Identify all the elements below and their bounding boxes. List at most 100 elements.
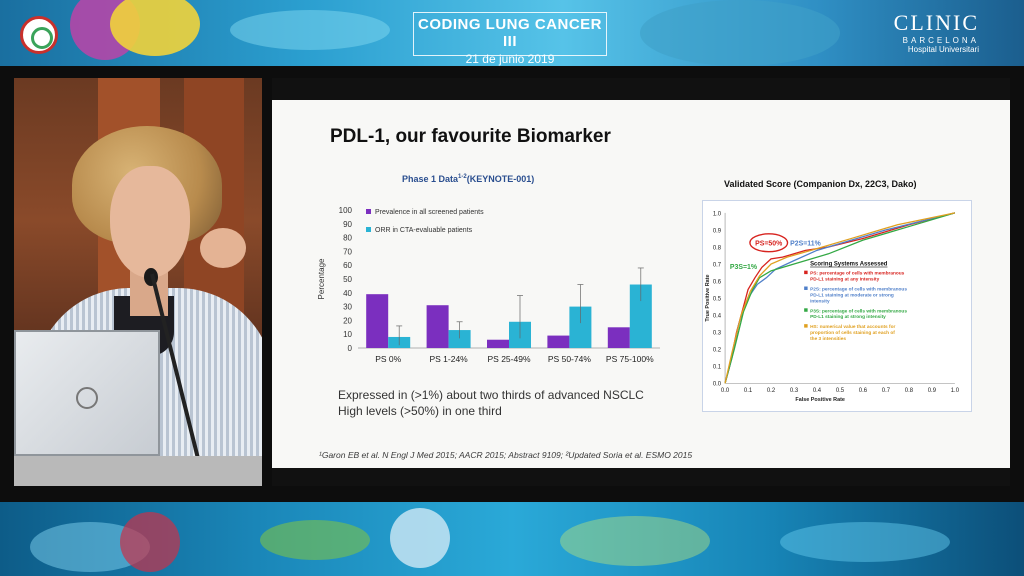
x-tick-label: PS 0% bbox=[375, 354, 401, 364]
bar bbox=[487, 339, 509, 348]
slide-references: ¹Garon EB et al. N Engl J Med 2015; AACR… bbox=[319, 450, 693, 460]
x-tick-label: PS 50-74% bbox=[548, 354, 591, 364]
event-logo bbox=[20, 16, 58, 54]
y-tick-label: 50 bbox=[343, 275, 352, 284]
y-tick-label: 0.2 bbox=[713, 348, 721, 354]
speaker-video bbox=[14, 78, 262, 486]
y-tick-label: 90 bbox=[343, 220, 352, 229]
bar bbox=[426, 305, 449, 348]
conference-footer bbox=[0, 502, 1024, 576]
x-tick-label: 1.0 bbox=[951, 388, 960, 394]
slide-title: PDL-1, our favourite Biomarker bbox=[330, 126, 611, 147]
roc-chart: 0.00.0 0.1 0.1 0.2 0.2 0.3 0.3 0.4 0.4 0.5 0.5 0.6 0… bbox=[702, 200, 972, 412]
clinic-subtitle: Hospital Universitari bbox=[907, 45, 979, 54]
legend-label: ORR in CTA-evaluable patients bbox=[375, 227, 473, 234]
x-tick-label: PS 25-49% bbox=[488, 354, 531, 364]
legend-label: Prevalence in all screened patients bbox=[375, 209, 484, 216]
decor-molecule bbox=[640, 0, 840, 66]
laptop-logo-icon bbox=[76, 387, 98, 409]
bar bbox=[366, 294, 389, 348]
lectern-desk bbox=[14, 456, 262, 486]
x-tick-label: 0.6 bbox=[859, 388, 868, 394]
x-tick-label: 0.5 bbox=[836, 388, 845, 394]
laptop bbox=[14, 330, 160, 456]
bar-chart: 0 10 20 30 40 50 60 70 80 90 100 Percentage PS 0% PS … bbox=[317, 206, 660, 364]
slide-top-bar bbox=[272, 78, 1010, 100]
event-title-box: CODING LUNG CANCER III 21 de junio 2019 bbox=[413, 12, 607, 66]
x-tick-label: 0.4 bbox=[813, 388, 822, 394]
x-tick-label: 0.8 bbox=[905, 388, 914, 394]
event-title: CODING LUNG CANCER III bbox=[418, 16, 602, 50]
roc-line bbox=[724, 212, 956, 384]
roc-annotation: P3S=1% bbox=[730, 264, 757, 271]
event-date: 21 de junio 2019 bbox=[465, 52, 555, 66]
y-tick-label: 0 bbox=[348, 344, 353, 353]
y-axis-label: Percentage bbox=[317, 258, 326, 299]
bar bbox=[547, 335, 570, 348]
bar bbox=[607, 327, 630, 348]
presentation-stage: PDL-1, our favourite Biomarker Phase 1 D… bbox=[0, 66, 1024, 502]
decor-molecule bbox=[560, 516, 710, 566]
y-tick-label: 100 bbox=[339, 206, 353, 215]
y-axis-label: True Positive Rate bbox=[705, 274, 711, 321]
x-tick-label: 0.7 bbox=[882, 388, 890, 394]
x-tick-label: 0.2 bbox=[767, 388, 775, 394]
y-tick-label: 0.0 bbox=[713, 382, 722, 388]
y-tick-label: 1.0 bbox=[713, 211, 722, 217]
y-tick-label: 40 bbox=[343, 289, 352, 298]
decor-molecule bbox=[390, 508, 450, 568]
x-tick-label: PS 1-24% bbox=[429, 354, 468, 364]
legend-bullet bbox=[804, 270, 808, 275]
roc-annotation: P2S=11% bbox=[790, 240, 821, 247]
y-tick-label: 0.6 bbox=[713, 280, 722, 286]
conference-banner: CODING LUNG CANCER III 21 de junio 2019 … bbox=[0, 0, 1024, 66]
speaker-hand bbox=[200, 228, 246, 268]
y-tick-label: 80 bbox=[343, 234, 352, 243]
legend-bullet bbox=[804, 308, 808, 312]
legend-swatch bbox=[366, 209, 371, 214]
y-tick-label: 0.9 bbox=[713, 228, 722, 234]
decor-molecule bbox=[260, 520, 370, 560]
decor-molecule bbox=[230, 10, 390, 50]
highlight-circle bbox=[749, 233, 789, 253]
y-tick-label: 0.3 bbox=[713, 331, 722, 337]
clinic-city: BARCELONA bbox=[902, 36, 979, 45]
legend-entry: P3S: percentage of cells with membranous… bbox=[810, 308, 907, 320]
y-tick-label: 0.5 bbox=[713, 297, 722, 303]
y-tick-label: 30 bbox=[343, 303, 352, 312]
x-tick-label: 0.9 bbox=[928, 388, 937, 394]
clinic-name: CLINIC bbox=[893, 10, 979, 35]
y-tick-label: 10 bbox=[343, 330, 352, 339]
speaker-face bbox=[110, 166, 190, 278]
decor-molecule bbox=[780, 522, 950, 562]
roc-line bbox=[724, 212, 956, 384]
bar-chart-title: Phase 1 Data1-2(KEYNOTE-001) bbox=[402, 174, 535, 184]
legend-swatch bbox=[366, 227, 371, 232]
y-tick-label: 0.8 bbox=[713, 245, 722, 251]
legend-bullet bbox=[804, 286, 808, 290]
legend-entry: PS: percentage of cells with membranous P… bbox=[810, 271, 905, 283]
slide-note-1: Expressed in (>1%) about two thirds of a… bbox=[338, 388, 644, 402]
presentation-slide: PDL-1, our favourite Biomarker Phase 1 D… bbox=[272, 78, 1010, 486]
bar bbox=[448, 330, 471, 348]
legend-entry: P2S: percentage of cells with membranous… bbox=[810, 286, 907, 304]
x-tick-label: PS 75-100% bbox=[606, 354, 654, 364]
x-tick-label: 0.0 bbox=[721, 388, 730, 394]
y-tick-label: 0.4 bbox=[713, 314, 722, 320]
bar bbox=[569, 306, 592, 348]
clinic-logo: CLINIC BARCELONA Hospital Universitari bbox=[894, 10, 979, 54]
slide-note-2: High levels (>50%) in one third bbox=[338, 404, 502, 418]
slide-bottom-bar bbox=[272, 468, 1010, 486]
y-tick-label: 20 bbox=[343, 316, 352, 325]
legend-bullet bbox=[804, 324, 808, 328]
roc-annotation: PS=50% bbox=[755, 240, 782, 247]
x-tick-label: 0.3 bbox=[790, 388, 799, 394]
y-tick-label: 60 bbox=[343, 261, 352, 270]
x-tick-label: 0.1 bbox=[744, 388, 753, 394]
x-axis-label: False Positive Rate bbox=[795, 397, 845, 403]
decor-molecule bbox=[110, 0, 200, 56]
y-tick-label: 0.7 bbox=[713, 262, 721, 268]
y-tick-label: 70 bbox=[343, 247, 352, 256]
bar bbox=[629, 284, 652, 348]
legend-title: Scoring Systems Assessed bbox=[810, 262, 888, 268]
